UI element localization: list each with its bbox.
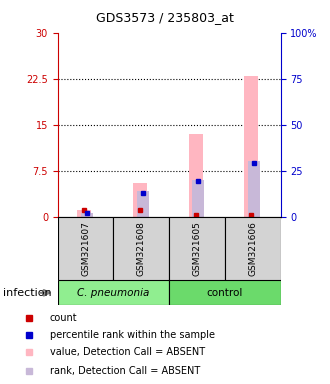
Bar: [192, 180, 205, 217]
Text: rank, Detection Call = ABSENT: rank, Detection Call = ABSENT: [50, 366, 200, 376]
Text: percentile rank within the sample: percentile rank within the sample: [50, 330, 215, 340]
Text: C. pneumonia: C. pneumonia: [77, 288, 149, 298]
Bar: [189, 134, 203, 217]
Bar: [225, 217, 280, 280]
Bar: [169, 217, 225, 280]
Text: control: control: [207, 288, 243, 298]
Text: GDS3573 / 235803_at: GDS3573 / 235803_at: [96, 11, 234, 24]
Bar: [58, 217, 114, 280]
Bar: [169, 280, 280, 305]
Bar: [114, 217, 169, 280]
Text: GSM321607: GSM321607: [81, 221, 90, 276]
Text: count: count: [50, 313, 78, 323]
Bar: [133, 183, 147, 217]
Bar: [77, 210, 91, 217]
Bar: [244, 76, 258, 217]
Text: infection: infection: [3, 288, 52, 298]
Text: value, Detection Call = ABSENT: value, Detection Call = ABSENT: [50, 347, 205, 357]
Text: GSM321608: GSM321608: [137, 221, 146, 276]
Text: GSM321606: GSM321606: [248, 221, 257, 276]
Bar: [81, 213, 93, 217]
Bar: [58, 280, 169, 305]
Bar: [248, 161, 260, 217]
Bar: [137, 191, 149, 217]
Text: GSM321605: GSM321605: [192, 221, 202, 276]
